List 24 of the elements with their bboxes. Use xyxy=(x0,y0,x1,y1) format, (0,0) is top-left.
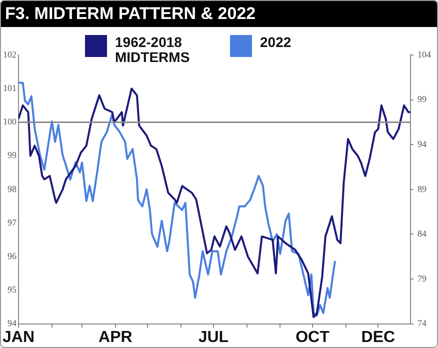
y2-tick-label: 89 xyxy=(418,184,427,194)
x-tick-label: APR xyxy=(98,328,133,346)
y-tick-label: 97 xyxy=(8,217,17,228)
x-tick-label: JUL xyxy=(198,328,229,346)
x-tick-label: OCT xyxy=(296,328,330,346)
y-tick-label: 101 xyxy=(3,82,16,93)
y-tick-label: 96 xyxy=(8,250,17,261)
y-tick-label: 98 xyxy=(8,184,17,194)
y2-tick-label: 104 xyxy=(418,49,432,60)
y-tick-label: 99 xyxy=(8,150,17,160)
legend-label: 1962-2018 MIDTERMS xyxy=(115,34,191,65)
chart-title: F3. MIDTERM PATTERN & 2022 xyxy=(1,1,437,27)
y-tick-label: 100 xyxy=(3,116,17,127)
y2-tick-label: 84 xyxy=(418,228,427,239)
y2-tick-label: 79 xyxy=(418,273,427,284)
x-tick-label: JAN xyxy=(2,328,35,346)
legend-label: 2022 xyxy=(260,34,292,50)
y-tick-label: 94 xyxy=(8,318,17,328)
y-tick-label: 95 xyxy=(8,284,17,295)
y2-tick-label: 94 xyxy=(418,138,427,149)
x-tick-label: DEC xyxy=(361,328,396,346)
y2-tick-label: 99 xyxy=(418,94,427,104)
y2-tick-label: 74 xyxy=(418,318,427,328)
y-tick-label: 102 xyxy=(3,49,16,60)
